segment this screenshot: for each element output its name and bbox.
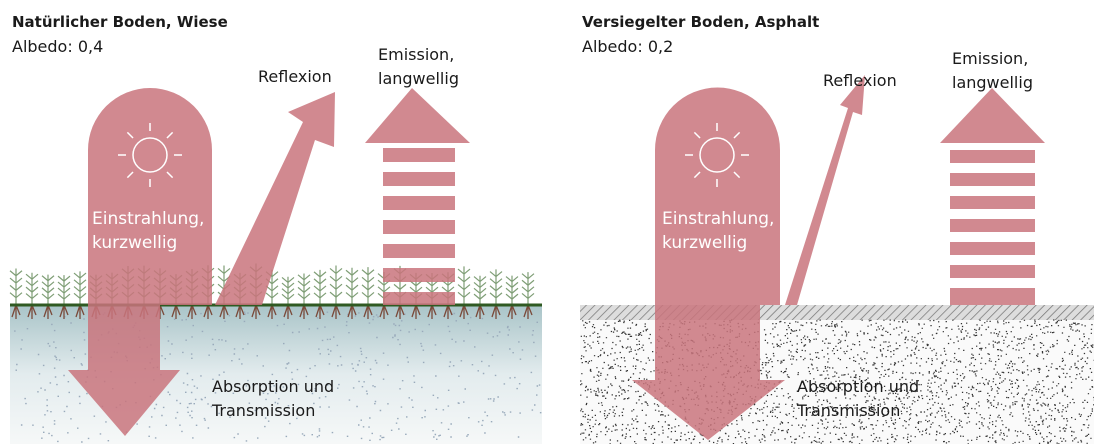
albedo: Albedo: 0,4 [12, 37, 103, 56]
reflection-arrow [785, 75, 865, 305]
emission-arrow [940, 88, 1045, 305]
emission-label: langwellig [378, 69, 459, 88]
irradiation-label: Einstrahlung, [662, 209, 774, 229]
albedo: Albedo: 0,2 [582, 37, 673, 56]
emission-label: Emission, [952, 49, 1028, 68]
panel-title: Natürlicher Boden, Wiese [12, 13, 228, 31]
irradiation-label: kurzwellig [662, 233, 747, 253]
irradiation-label: kurzwellig [92, 233, 177, 253]
absorption-label: Transmission [796, 401, 900, 420]
absorption-label: Transmission [211, 401, 315, 420]
reflection-label: Reflexion [258, 67, 332, 86]
reflection-arrow [215, 92, 335, 305]
panel-title: Versiegelter Boden, Asphalt [582, 13, 819, 31]
absorption-label: Absorption und [797, 377, 919, 396]
absorption-label: Absorption und [212, 377, 334, 396]
emission-arrow [365, 88, 470, 305]
diagram: Natürlicher Boden, Wiese Albedo: 0,4 Ref… [0, 0, 1094, 444]
reflection-label: Reflexion [823, 71, 897, 90]
emission-label: Emission, [378, 45, 454, 64]
emission-label: langwellig [952, 73, 1033, 92]
irradiation-label: Einstrahlung, [92, 209, 204, 229]
